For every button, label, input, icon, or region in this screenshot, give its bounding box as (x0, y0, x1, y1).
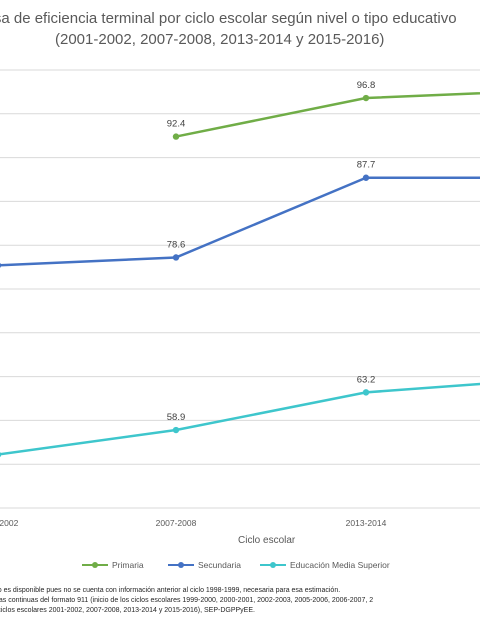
note-line-2: áticas continuas del formato 911 (inicio… (0, 597, 374, 604)
source-notes: a no es disponible pues no se cuenta con… (0, 586, 480, 616)
legend-item-primaria: Primaria (82, 560, 144, 570)
data-point (172, 133, 180, 140)
data-point (0, 452, 2, 458)
legend-label-primaria: Primaria (112, 560, 144, 570)
series-line (0, 176, 480, 267)
data-label: 58.9 (167, 412, 186, 423)
legend-swatch-primaria (82, 560, 108, 570)
legend-swatch-secundaria (168, 560, 194, 570)
x-tick-label: 2001-2002 (0, 518, 19, 528)
note-line-1: a no es disponible pues no se cuenta con… (0, 587, 341, 594)
chart-title-line1: Tasa de eficiencia terminal por ciclo es… (0, 10, 457, 27)
x-tick-label: 2007-2008 (156, 518, 197, 528)
data-label: 92.4 (167, 119, 186, 130)
data-point (172, 254, 180, 261)
legend-item-media-superior: Educación Media Superior (260, 560, 390, 570)
data-point (362, 94, 370, 102)
note-line-3: os ciclos escolares 2001-2002, 2007-2008… (0, 607, 255, 614)
series-line (0, 382, 480, 456)
x-axis-title: Ciclo escolar (238, 535, 296, 546)
data-point (172, 426, 180, 434)
chart-title-line2: (2001-2002, 2007-2008, 2013-2014 y 2015-… (55, 31, 385, 48)
legend-label-media-superior: Educación Media Superior (290, 560, 390, 570)
data-label: 96.8 (357, 80, 376, 91)
legend-label-secundaria: Secundaria (198, 560, 242, 570)
legend-swatch-media-superior (260, 560, 286, 570)
x-tick-label: 2013-2014 (346, 518, 387, 528)
data-point (362, 389, 370, 396)
data-point (362, 174, 370, 181)
data-label: 63.2 (357, 374, 376, 385)
data-point (0, 262, 2, 268)
legend-item-secundaria: Secundaria (168, 560, 241, 570)
data-label: 78.6 (167, 239, 186, 250)
data-label: 87.7 (357, 160, 376, 171)
